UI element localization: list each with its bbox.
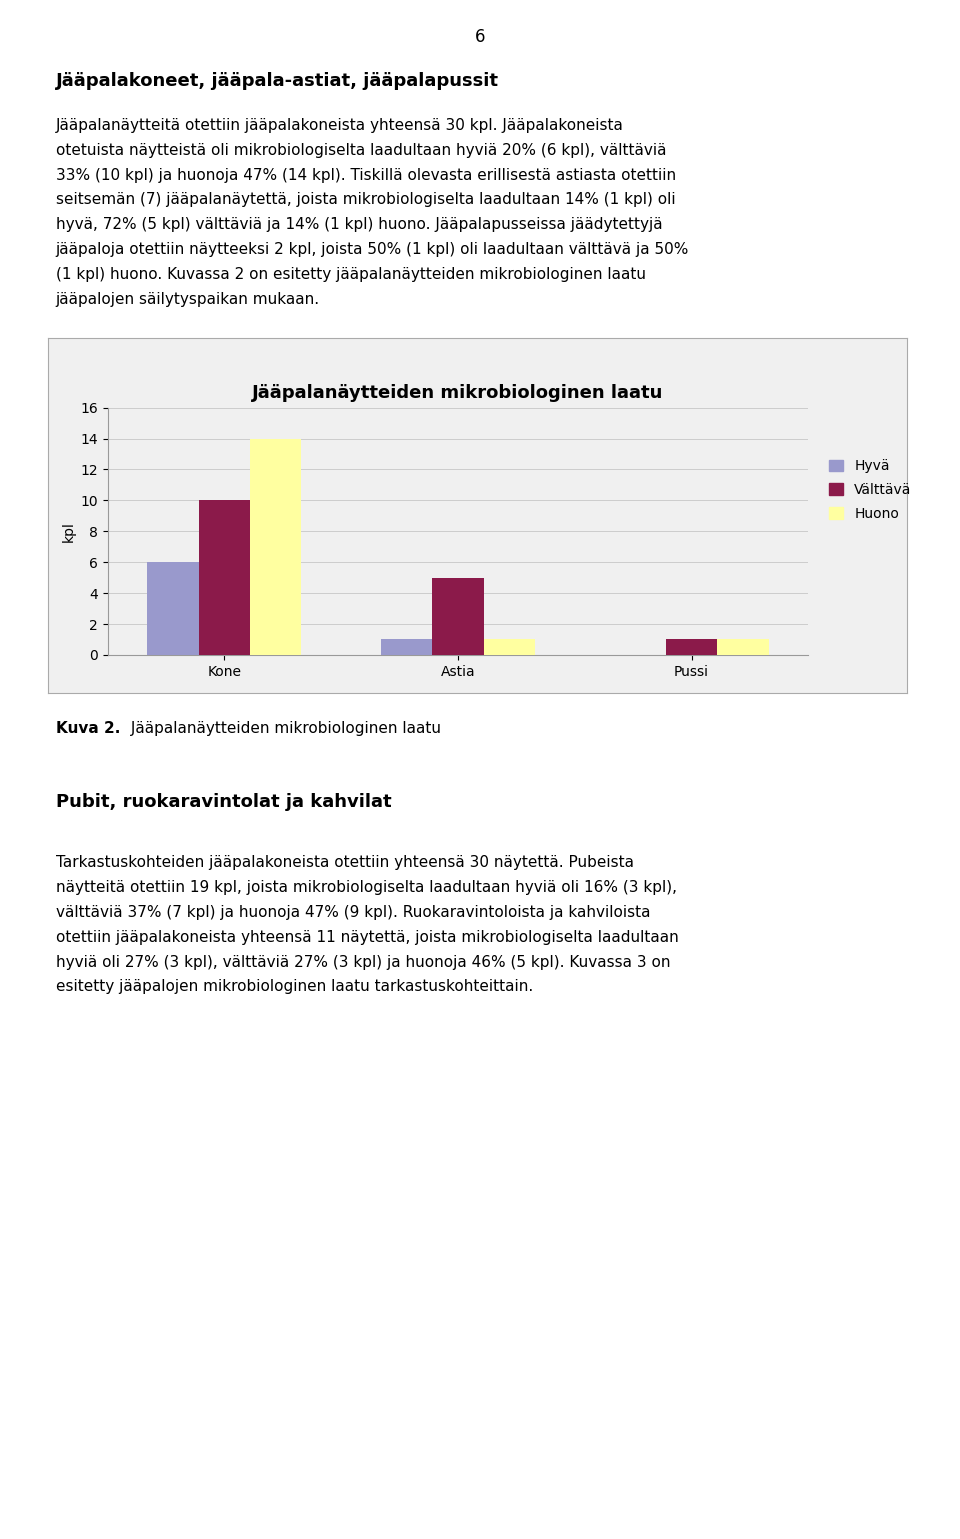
Text: välttäviä 37% (7 kpl) ja huonoja 47% (9 kpl). Ruokaravintoloista ja kahviloista: välttäviä 37% (7 kpl) ja huonoja 47% (9 … xyxy=(56,905,650,920)
Text: Jääpalanäytteitä otettiin jääpalakoneista yhteensä 30 kpl. Jääpalakoneista: Jääpalanäytteitä otettiin jääpalakoneist… xyxy=(56,119,624,132)
Legend: Hyvä, Välttävä, Huono: Hyvä, Välttävä, Huono xyxy=(829,459,912,520)
Bar xyxy=(432,577,484,656)
Text: otetuista näytteistä oli mikrobiologiselta laadultaan hyviä 20% (6 kpl), välttäv: otetuista näytteistä oli mikrobiologisel… xyxy=(56,143,666,159)
Bar xyxy=(381,640,432,656)
Text: Pubit, ruokaravintolat ja kahvilat: Pubit, ruokaravintolat ja kahvilat xyxy=(56,794,392,811)
Text: hyvä, 72% (5 kpl) välttäviä ja 14% (1 kpl) huono. Jääpalapusseissa jäädytettyjä: hyvä, 72% (5 kpl) välttäviä ja 14% (1 kp… xyxy=(56,217,662,232)
Text: Tarkastuskohteiden jääpalakoneista otettiin yhteensä 30 näytettä. Pubeista: Tarkastuskohteiden jääpalakoneista otett… xyxy=(56,856,634,871)
Text: esitetty jääpalojen mikrobiologinen laatu tarkastuskohteittain.: esitetty jääpalojen mikrobiologinen laat… xyxy=(56,979,533,994)
Bar xyxy=(484,640,535,656)
Text: 6: 6 xyxy=(475,28,485,46)
Text: Jääpalakoneet, jääpala-astiat, jääpalapussit: Jääpalakoneet, jääpala-astiat, jääpalapu… xyxy=(56,72,498,89)
Y-axis label: kpl: kpl xyxy=(61,520,76,542)
Text: jääpalojen säilytyspaikan mukaan.: jääpalojen säilytyspaikan mukaan. xyxy=(56,291,320,306)
Text: seitsemän (7) jääpalanäytettä, joista mikrobiologiselta laadultaan 14% (1 kpl) o: seitsemän (7) jääpalanäytettä, joista mi… xyxy=(56,192,675,208)
Text: jääpaloja otettiin näytteeksi 2 kpl, joista 50% (1 kpl) oli laadultaan välttävä : jääpaloja otettiin näytteeksi 2 kpl, joi… xyxy=(56,242,689,257)
Bar xyxy=(199,500,250,656)
Text: näytteitä otettiin 19 kpl, joista mikrobiologiselta laadultaan hyviä oli 16% (3 : näytteitä otettiin 19 kpl, joista mikrob… xyxy=(56,880,677,896)
Text: Kuva 2.: Kuva 2. xyxy=(56,722,120,736)
Text: otettiin jääpalakoneista yhteensä 11 näytettä, joista mikrobiologiselta laadulta: otettiin jääpalakoneista yhteensä 11 näy… xyxy=(56,930,679,945)
Bar xyxy=(717,640,769,656)
Title: Jääpalanäytteiden mikrobiologinen laatu: Jääpalanäytteiden mikrobiologinen laatu xyxy=(252,383,663,402)
Bar xyxy=(147,562,199,656)
Text: 33% (10 kpl) ja huonoja 47% (14 kpl). Tiskillä olevasta erillisestä astiasta ote: 33% (10 kpl) ja huonoja 47% (14 kpl). Ti… xyxy=(56,168,676,183)
Text: Jääpalanäytteiden mikrobiologinen laatu: Jääpalanäytteiden mikrobiologinen laatu xyxy=(126,722,441,736)
Text: hyviä oli 27% (3 kpl), välttäviä 27% (3 kpl) ja huonoja 46% (5 kpl). Kuvassa 3 o: hyviä oli 27% (3 kpl), välttäviä 27% (3 … xyxy=(56,954,670,970)
Bar xyxy=(250,439,301,656)
Text: (1 kpl) huono. Kuvassa 2 on esitetty jääpalanäytteiden mikrobiologinen laatu: (1 kpl) huono. Kuvassa 2 on esitetty jää… xyxy=(56,266,646,282)
Bar xyxy=(666,640,717,656)
